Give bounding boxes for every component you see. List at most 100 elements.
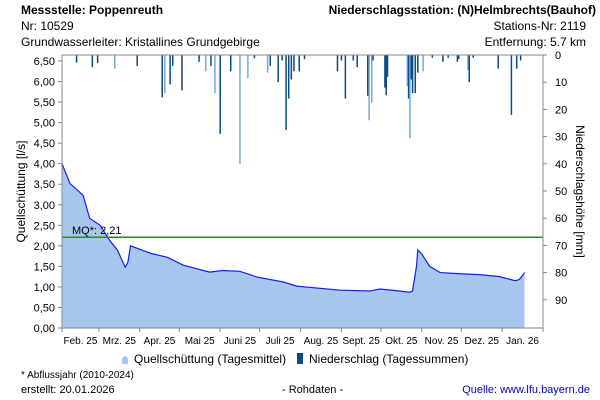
flow-line (61, 163, 526, 293)
y-tick-label: 5,50 (34, 97, 55, 109)
precip-bar (431, 55, 434, 58)
precip-bar (442, 55, 444, 62)
x-tick-label: Jan. 26 (506, 336, 539, 347)
station-name: Messstelle: Poppenreuth (21, 3, 164, 17)
precip-bar (229, 55, 232, 72)
precip-bar (96, 55, 99, 64)
precip-bar (161, 55, 163, 98)
precip-bar (457, 55, 460, 60)
y-tick-label: 6,50 (34, 56, 55, 68)
precip-station: Niederschlagsstation: (N)Helmbrechts(Bau… (328, 3, 596, 17)
x-tick-label: Juli 25 (266, 336, 295, 347)
precip-bar (303, 55, 306, 60)
precip-bar (253, 55, 256, 59)
source-link[interactable]: Quelle: www.lfu.bayern.de (462, 384, 590, 396)
footnote: * Abflussjahr (2010-2024) (21, 370, 134, 381)
y-tick-label: 0,00 (34, 323, 55, 335)
precip-bar (417, 55, 419, 73)
y2-tick-label: 30 (555, 132, 567, 144)
x-tick-label: Mrz. 25 (103, 336, 137, 347)
precip-bar (370, 55, 373, 103)
x-tick-label: Apr. 25 (144, 336, 176, 347)
precip-bar (293, 55, 295, 72)
y2-tick-label: 10 (555, 77, 567, 89)
y-tick-label: 6,00 (34, 77, 55, 89)
y2-tick-label: 60 (555, 213, 567, 225)
precip-bar (467, 55, 469, 70)
x-tick-label: Juni 25 (224, 336, 257, 347)
y2-tick-label: 40 (555, 159, 567, 171)
precip-bar (406, 55, 409, 87)
y2-axis-label: Niederschlagshöhe [mm] (573, 125, 587, 258)
precip-bar (510, 55, 513, 115)
precip-bar (386, 55, 389, 77)
precip-bar (372, 55, 374, 61)
y2-tick-label: 0 (555, 50, 561, 62)
x-tick-label: Aug. 25 (304, 336, 339, 347)
y-tick-label: 5,00 (34, 118, 55, 130)
precip-bar (181, 55, 183, 91)
precip-bar (447, 55, 449, 58)
precip-bar (239, 55, 241, 164)
legend-flow-icon (122, 356, 128, 364)
precip-bar (298, 55, 301, 72)
x-tick-label: Sept. 25 (343, 336, 381, 347)
precip-bar (277, 55, 279, 83)
flow-area (62, 163, 525, 328)
precip-bar (164, 55, 166, 94)
y-tick-label: 3,50 (34, 179, 55, 191)
y-tick-label: 4,00 (34, 159, 55, 171)
precip-bar (169, 55, 171, 85)
precip-bar (210, 55, 212, 66)
created-date: erstellt: 20.01.2026 (21, 384, 115, 396)
raw-data-label: - Rohdaten - (282, 384, 344, 396)
precip-bar (367, 55, 369, 96)
y-tick-label: 1,00 (34, 282, 55, 294)
precip-bar (287, 55, 290, 99)
precip-bar (290, 55, 293, 80)
x-tick-label: Mai 25 (185, 336, 215, 347)
precip-bar (285, 55, 287, 131)
precip-bar (281, 55, 283, 61)
precip-bar (409, 55, 411, 139)
precip-bar (497, 55, 499, 69)
precip-bar (515, 55, 518, 69)
y-tick-label: 2,50 (34, 220, 55, 232)
precip-bar (336, 55, 339, 72)
precip-bar (414, 55, 416, 94)
precip-bar (519, 55, 522, 61)
y-tick-label: 4,50 (34, 138, 55, 150)
precip-bar (356, 55, 358, 68)
legend-flow-label: Quellschüttung (Tagesmittel) (134, 352, 286, 366)
precip-bar (468, 55, 471, 83)
precip-bar (269, 55, 272, 66)
precip-bar (219, 55, 221, 134)
precip-bar (407, 55, 410, 99)
y-tick-label: 2,00 (34, 241, 55, 253)
y-tick-label: 3,00 (34, 200, 55, 212)
precip-bar (344, 55, 347, 99)
y-tick-label: 1,50 (34, 261, 55, 273)
legend-precip-label: Niederschlag (Tagessummen) (309, 352, 468, 366)
aquifer: Grundwasserleiter: Kristallines Grundgeb… (21, 35, 260, 49)
mq-label: MQ*: 2,21 (72, 225, 122, 237)
precip-bar (171, 55, 174, 66)
precip-bar (266, 55, 269, 73)
y2-tick-label: 50 (555, 186, 567, 198)
precip-bar (384, 55, 386, 88)
precip-bar (247, 55, 249, 79)
y-axis-label: Quellschüttung [l/s] (14, 140, 28, 242)
x-tick-label: Dez. 25 (464, 336, 499, 347)
distance: Entfernung: 5.7 km (484, 35, 586, 49)
station-number: Nr: 10529 (21, 19, 74, 33)
precip-bar (385, 55, 387, 96)
x-tick-label: Okt. 25 (385, 336, 418, 347)
precip-bar (422, 55, 424, 72)
precip-bar (352, 55, 355, 61)
precip-bar (136, 55, 138, 66)
precip-bar (75, 55, 78, 63)
precip-bar (214, 55, 216, 94)
y-tick-label: 0,50 (34, 302, 55, 314)
precip-bar (411, 55, 414, 94)
